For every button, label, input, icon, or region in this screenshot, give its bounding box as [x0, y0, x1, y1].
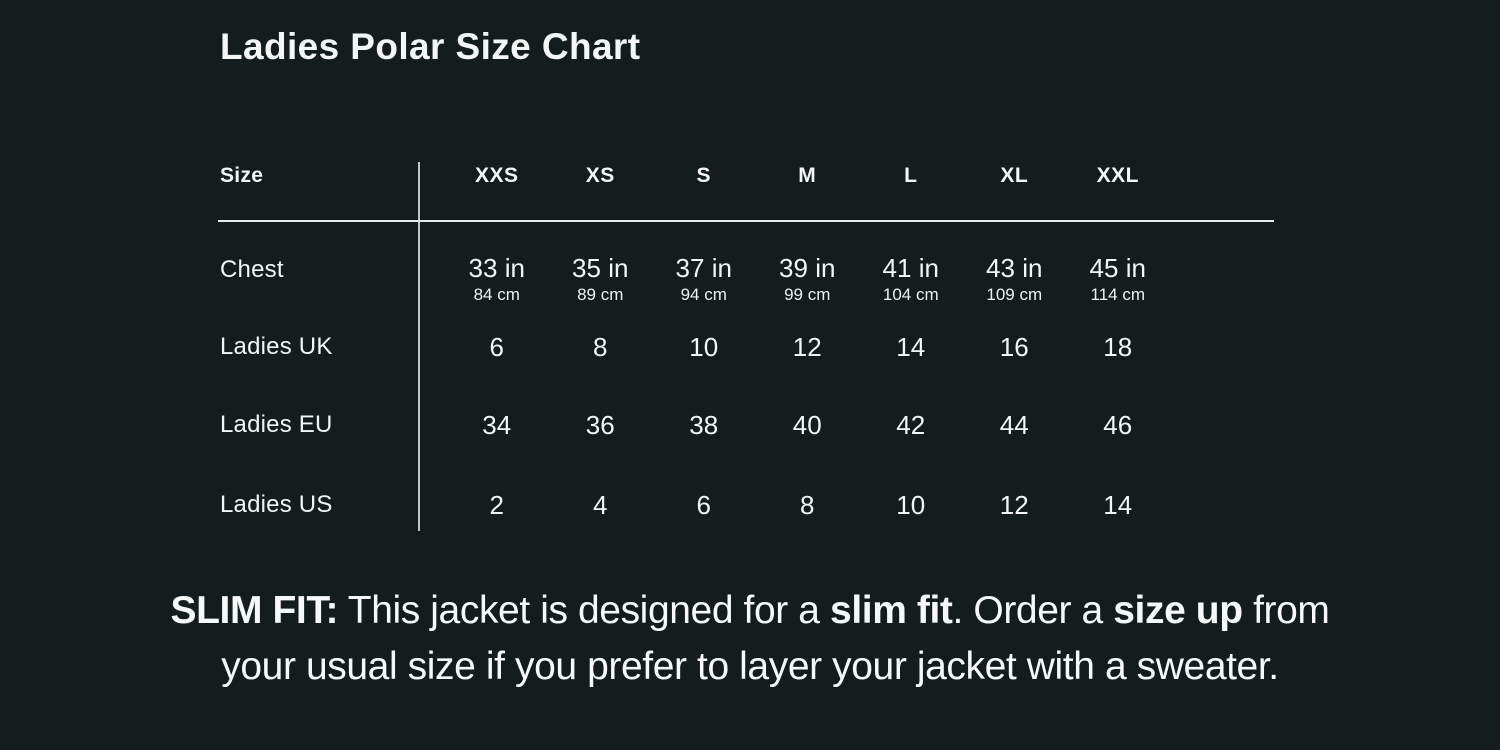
- size-header-row: XXS XS S M L XL XXL: [445, 163, 1170, 189]
- us-size-value: 6: [696, 490, 711, 520]
- ladies-us-row: 2 4 6 8 10 12 14: [445, 489, 1170, 521]
- chest-cell: 41 in 104 cm: [859, 253, 963, 305]
- column-header-xxl: XXL: [1096, 164, 1139, 187]
- chest-inches-value: 45 in: [1089, 253, 1146, 283]
- chest-cm-value: 89 cm: [577, 285, 624, 304]
- note-text: . Order a: [952, 589, 1114, 632]
- note-slim-fit-label: SLIM FIT:: [170, 589, 339, 632]
- page-title: Ladies Polar Size Chart: [220, 26, 641, 67]
- uk-size-value: 14: [896, 332, 926, 362]
- chest-cell: 43 in 109 cm: [963, 253, 1067, 305]
- chest-cell: 33 in 84 cm: [445, 253, 549, 305]
- size-column-header: Size: [220, 164, 264, 187]
- chest-cm-value: 109 cm: [986, 285, 1043, 304]
- chest-inches-value: 39 in: [779, 253, 836, 283]
- chest-inches-value: 37 in: [675, 253, 732, 283]
- uk-size-value: 16: [999, 332, 1029, 362]
- ladies-uk-row: 6 8 10 12 14 16 18: [445, 331, 1170, 363]
- eu-size-value: 34: [482, 410, 512, 440]
- uk-size-value: 8: [593, 332, 608, 362]
- row-label-chest: Chest: [220, 256, 284, 283]
- us-size-value: 12: [999, 490, 1029, 520]
- row-label-ladies-uk: Ladies UK: [220, 333, 333, 360]
- uk-size-value: 12: [792, 332, 822, 362]
- chest-cell: 39 in 99 cm: [756, 253, 860, 305]
- eu-size-value: 40: [792, 410, 822, 440]
- column-header-xs: XS: [585, 164, 615, 187]
- chest-cm-value: 94 cm: [680, 285, 727, 304]
- column-header-l: L: [904, 164, 918, 187]
- chest-cm-value: 104 cm: [882, 285, 939, 304]
- eu-size-value: 46: [1103, 410, 1133, 440]
- chest-cell: 35 in 89 cm: [549, 253, 653, 305]
- header-divider-line: [218, 220, 1274, 222]
- note-size-up-bold: size up: [1113, 589, 1243, 632]
- chest-cell: 37 in 94 cm: [652, 253, 756, 305]
- column-header-s: S: [696, 164, 711, 187]
- row-label-ladies-eu: Ladies EU: [220, 411, 333, 438]
- us-size-value: 14: [1103, 490, 1133, 520]
- eu-size-value: 42: [896, 410, 926, 440]
- chest-cm-value: 114 cm: [1090, 285, 1146, 304]
- chest-inches-value: 33 in: [468, 253, 525, 283]
- column-header-xl: XL: [1000, 164, 1029, 187]
- note-text: from: [1242, 589, 1330, 632]
- chest-row: 33 in 84 cm 35 in 89 cm 37 in 94 cm 39 i…: [445, 253, 1170, 305]
- uk-size-value: 18: [1103, 332, 1133, 362]
- slim-fit-note: SLIM FIT: This jacket is designed for a …: [0, 583, 1500, 695]
- note-slim-fit-bold: slim fit: [830, 589, 953, 632]
- chest-inches-value: 41 in: [882, 253, 939, 283]
- us-size-value: 2: [489, 490, 504, 520]
- us-size-value: 8: [800, 490, 815, 520]
- us-size-value: 10: [896, 490, 926, 520]
- ladies-eu-row: 34 36 38 40 42 44 46: [445, 409, 1170, 441]
- chest-cm-value: 84 cm: [473, 285, 520, 304]
- uk-size-value: 10: [689, 332, 719, 362]
- chest-cm-value: 99 cm: [784, 285, 831, 304]
- uk-size-value: 6: [489, 332, 504, 362]
- us-size-value: 4: [593, 490, 608, 520]
- column-header-xxs: XXS: [474, 164, 519, 187]
- chest-inches-value: 43 in: [986, 253, 1043, 283]
- chest-cell: 45 in 114 cm: [1066, 253, 1170, 305]
- row-label-ladies-us: Ladies US: [220, 491, 333, 518]
- note-text-line2: your usual size if you prefer to layer y…: [221, 645, 1279, 688]
- eu-size-value: 38: [689, 410, 719, 440]
- eu-size-value: 44: [999, 410, 1029, 440]
- column-header-m: M: [798, 164, 817, 187]
- note-text: This jacket is designed for a: [338, 589, 831, 632]
- eu-size-value: 36: [585, 410, 615, 440]
- label-column-divider-line: [418, 162, 420, 531]
- chest-inches-value: 35 in: [572, 253, 629, 283]
